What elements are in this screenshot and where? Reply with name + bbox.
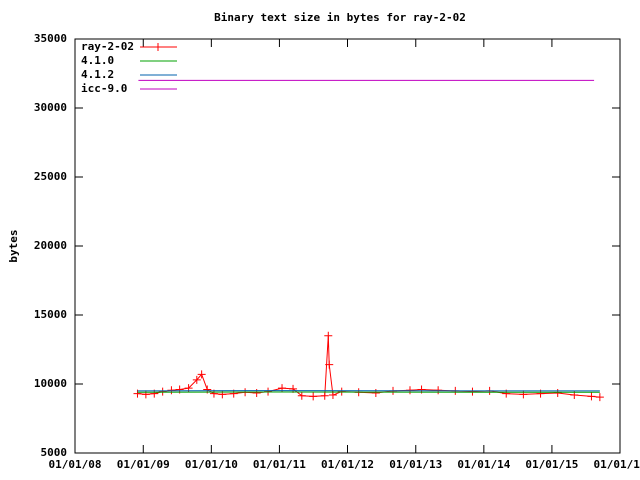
y-tick-label: 5000 xyxy=(41,446,68,459)
x-tick-label: 01/01/16 xyxy=(594,458,640,471)
legend-label: 4.1.0 xyxy=(81,54,114,67)
point-marker xyxy=(309,392,318,401)
point-marker xyxy=(289,384,298,393)
point-marker xyxy=(405,386,414,395)
point-marker xyxy=(141,390,150,399)
point-marker xyxy=(553,388,562,397)
y-tick-label: 25000 xyxy=(34,170,67,183)
legend-label: icc-9.0 xyxy=(81,82,127,95)
x-tick-label: 01/01/14 xyxy=(457,458,510,471)
legend-label: 4.1.2 xyxy=(81,68,114,81)
point-marker xyxy=(371,388,380,397)
x-tick-label: 01/01/13 xyxy=(389,458,442,471)
point-marker xyxy=(595,393,604,402)
x-tick-label: 01/01/08 xyxy=(49,458,102,471)
point-marker xyxy=(192,375,201,384)
point-marker xyxy=(324,331,333,340)
point-marker xyxy=(167,386,176,395)
point-marker xyxy=(468,387,477,396)
y-tick-label: 10000 xyxy=(34,377,67,390)
x-tick-label: 01/01/15 xyxy=(525,458,578,471)
y-tick-label: 35000 xyxy=(34,32,67,45)
y-tick-label: 15000 xyxy=(34,308,67,321)
point-marker xyxy=(434,386,443,395)
y-axis-label: bytes xyxy=(7,229,20,262)
point-marker xyxy=(519,390,528,399)
x-tick-label: 01/01/09 xyxy=(117,458,170,471)
y-tick-label: 20000 xyxy=(34,239,67,252)
point-marker xyxy=(297,391,306,400)
chart-title: Binary text size in bytes for ray-2-02 xyxy=(214,11,466,24)
x-tick-label: 01/01/10 xyxy=(185,458,238,471)
point-marker xyxy=(158,387,167,396)
x-tick-label: 01/01/12 xyxy=(321,458,374,471)
point-marker xyxy=(325,360,334,369)
point-marker xyxy=(320,391,329,400)
legend-label: ray-2-02 xyxy=(81,40,134,53)
point-marker xyxy=(133,389,142,398)
x-tick-label: 01/01/11 xyxy=(253,458,306,471)
legend-marker xyxy=(154,43,162,51)
point-marker xyxy=(587,392,596,401)
y-tick-label: 30000 xyxy=(34,101,67,114)
point-marker xyxy=(197,370,206,379)
point-marker xyxy=(218,390,227,399)
